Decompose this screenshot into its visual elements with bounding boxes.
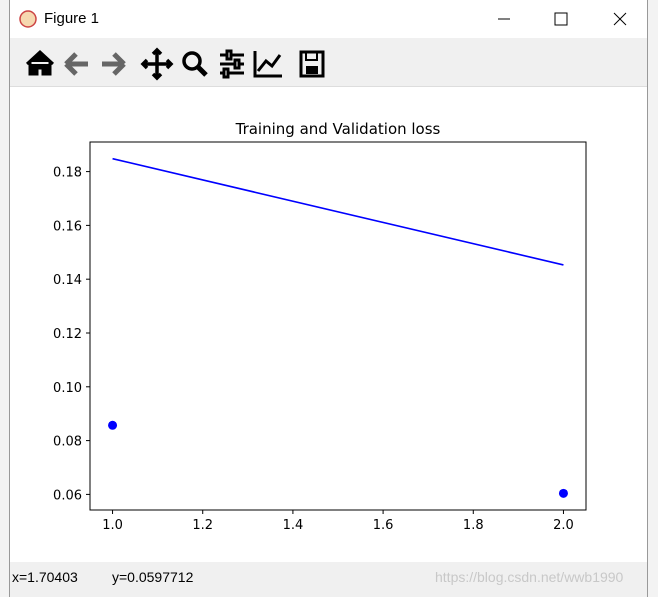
forward-button[interactable] (102, 52, 126, 76)
x-tick-label: 1.0 (102, 518, 123, 533)
chart-title: Training and Validation loss (235, 120, 441, 138)
y-tick-label: 0.18 (53, 166, 82, 181)
window-title: Figure 1 (44, 10, 100, 27)
figure-window: Training and Validation loss 1.0 1.2 1.4 1.6… (9, 0, 648, 597)
home-button[interactable] (25, 49, 55, 76)
y-tick-label: 0.10 (53, 381, 82, 396)
toolbar-icons (25, 47, 325, 81)
back-button[interactable] (64, 52, 88, 76)
edit-button[interactable] (253, 51, 282, 78)
maximize-button[interactable] (554, 12, 568, 26)
x-tick-label: 1.2 (192, 518, 213, 533)
x-tick-label: 2.0 (553, 518, 574, 533)
y-tick-label: 0.12 (53, 327, 82, 342)
y-tick-label: 0.16 (53, 219, 82, 234)
watermark: https://blog.csdn.net/wwb1990 (435, 569, 624, 585)
y-tick-label: 0.08 (53, 435, 82, 450)
point (558, 488, 568, 498)
line (112, 157, 564, 266)
x-tick-label: 1.6 (373, 518, 394, 533)
title-bar: Figure 1 (10, 0, 647, 38)
y-tick-label: 0.14 (53, 273, 82, 288)
y-tick-label: 0.06 (53, 488, 82, 503)
x-tick-label: 1.4 (283, 518, 304, 533)
pan-button[interactable] (140, 47, 174, 81)
close-button[interactable] (613, 12, 627, 26)
status-x: x=1.70403 (12, 569, 78, 585)
save-button[interactable] (299, 50, 325, 78)
x-tick-label: 1.8 (463, 518, 484, 533)
status-bar: x=1.70403 y=0.0597712 https://blog.csdn.… (10, 562, 647, 597)
title-icons (19, 10, 627, 28)
subplots-button[interactable] (220, 49, 244, 79)
point (108, 420, 118, 430)
chart: Training and Validation loss 1.0 1.2 1.4 1.6… (53, 120, 587, 533)
toolbar (10, 38, 647, 87)
status-y: y=0.0597712 (112, 569, 194, 585)
zoom-button[interactable] (182, 51, 208, 77)
axes-frame (89, 141, 587, 511)
app-icon (19, 10, 37, 28)
